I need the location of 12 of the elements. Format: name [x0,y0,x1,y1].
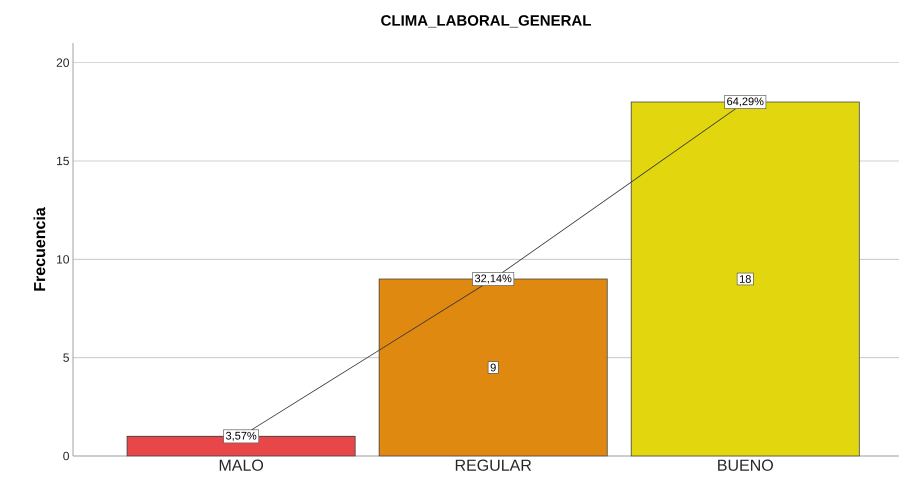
x-tick-label: BUENO [718,460,773,471]
y-tick-label: 20 [56,58,69,67]
x-tick-label: MALO [220,460,264,471]
x-tick-label: REGULAR [456,460,532,471]
y-tick-label: 15 [57,156,69,166]
y-axis-title: Frecuencia [34,207,46,291]
y-tick-label: 0 [63,452,70,460]
data-label: 9 [490,364,496,372]
y-tick-label: 10 [57,255,69,264]
data-label: 18 [740,275,751,283]
chart-title: CLIMA_LABORAL_GENERAL [381,15,591,28]
y-tick-label: 5 [63,353,69,362]
